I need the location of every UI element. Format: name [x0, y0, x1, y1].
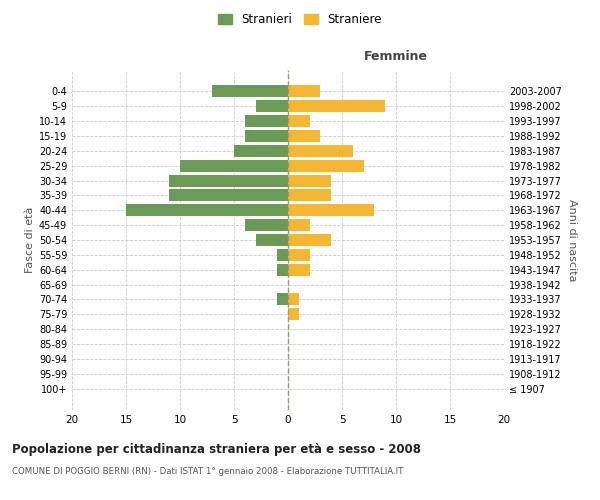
Text: Popolazione per cittadinanza straniera per età e sesso - 2008: Popolazione per cittadinanza straniera p…	[12, 442, 421, 456]
Bar	[288, 249, 310, 261]
Y-axis label: Fasce di età: Fasce di età	[25, 207, 35, 273]
Bar	[212, 86, 288, 98]
Bar	[288, 130, 320, 142]
Bar	[288, 190, 331, 202]
Bar	[288, 100, 385, 112]
Bar	[126, 204, 288, 216]
Bar	[288, 234, 331, 246]
Bar	[277, 249, 288, 261]
Bar	[256, 100, 288, 112]
Bar	[169, 190, 288, 202]
Bar	[288, 264, 310, 276]
Bar	[277, 294, 288, 306]
Bar	[288, 145, 353, 157]
Bar	[245, 115, 288, 127]
Bar	[256, 234, 288, 246]
Bar	[288, 219, 310, 231]
Text: COMUNE DI POGGIO BERNI (RN) - Dati ISTAT 1° gennaio 2008 - Elaborazione TUTTITAL: COMUNE DI POGGIO BERNI (RN) - Dati ISTAT…	[12, 468, 403, 476]
Bar	[288, 115, 310, 127]
Bar	[288, 294, 299, 306]
Bar	[288, 160, 364, 172]
Bar	[180, 160, 288, 172]
Bar	[288, 174, 331, 186]
Bar	[288, 308, 299, 320]
Bar	[234, 145, 288, 157]
Bar	[245, 219, 288, 231]
Bar	[288, 204, 374, 216]
Y-axis label: Anni di nascita: Anni di nascita	[567, 198, 577, 281]
Bar	[277, 264, 288, 276]
Text: Femmine: Femmine	[364, 50, 428, 63]
Legend: Stranieri, Straniere: Stranieri, Straniere	[213, 8, 387, 31]
Bar	[245, 130, 288, 142]
Bar	[169, 174, 288, 186]
Bar	[288, 86, 320, 98]
